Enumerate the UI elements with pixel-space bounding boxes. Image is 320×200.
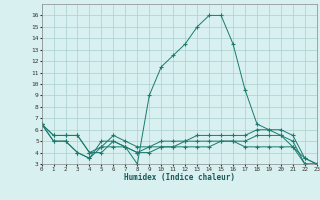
X-axis label: Humidex (Indice chaleur): Humidex (Indice chaleur): [124, 173, 235, 182]
